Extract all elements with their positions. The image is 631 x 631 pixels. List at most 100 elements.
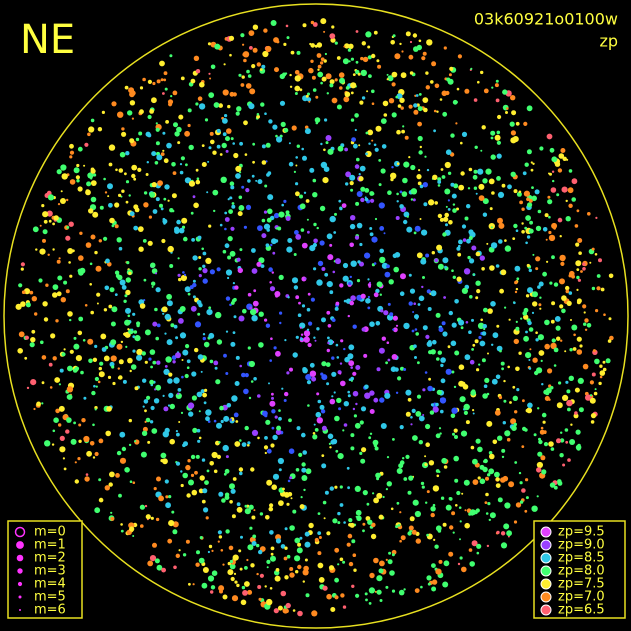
star <box>411 529 417 535</box>
star <box>178 277 182 282</box>
star <box>205 345 208 348</box>
star <box>451 322 457 328</box>
star <box>201 499 206 504</box>
star <box>177 141 181 145</box>
star <box>242 51 250 58</box>
star <box>402 177 408 184</box>
star <box>50 333 56 339</box>
star <box>223 415 230 422</box>
star <box>167 99 174 105</box>
star <box>277 226 282 231</box>
star <box>388 551 392 555</box>
star <box>455 122 458 125</box>
star <box>60 297 66 303</box>
star <box>247 441 251 445</box>
star <box>115 168 118 172</box>
star <box>339 503 344 507</box>
star <box>74 479 80 484</box>
star <box>553 282 559 287</box>
star <box>160 152 165 157</box>
star <box>91 390 96 396</box>
star <box>284 609 289 613</box>
star <box>352 390 359 397</box>
star <box>424 371 428 374</box>
star <box>546 133 553 140</box>
star <box>408 104 413 109</box>
star <box>364 384 369 390</box>
star <box>464 88 470 94</box>
star <box>111 306 118 313</box>
star <box>343 401 349 407</box>
star <box>163 368 170 375</box>
star <box>92 211 99 218</box>
star <box>498 395 503 400</box>
star <box>410 416 413 419</box>
star <box>227 104 231 109</box>
star <box>100 333 107 340</box>
star <box>227 569 234 576</box>
star <box>98 438 104 444</box>
star <box>295 191 300 197</box>
star <box>443 216 449 222</box>
star <box>436 244 443 251</box>
star <box>397 376 402 381</box>
star <box>222 118 228 124</box>
star <box>220 549 224 552</box>
star <box>562 394 569 401</box>
star <box>350 188 354 192</box>
star <box>442 581 449 588</box>
star <box>374 446 379 451</box>
star <box>175 336 179 340</box>
star <box>155 336 159 341</box>
star <box>519 481 523 485</box>
star <box>196 428 201 433</box>
star <box>486 242 489 245</box>
star <box>222 444 229 452</box>
star <box>544 319 550 326</box>
star <box>247 443 250 447</box>
star <box>219 405 224 411</box>
star <box>230 226 235 231</box>
star <box>257 394 261 398</box>
star <box>349 181 354 186</box>
star <box>103 355 110 362</box>
star <box>458 184 465 191</box>
star <box>566 399 573 407</box>
star <box>124 172 127 176</box>
star <box>266 479 273 486</box>
star <box>379 560 385 567</box>
star <box>468 236 473 240</box>
star <box>527 402 533 409</box>
star <box>374 590 377 593</box>
star <box>395 95 399 99</box>
star <box>169 438 175 445</box>
star <box>265 419 271 425</box>
star <box>605 358 611 364</box>
star <box>15 303 22 310</box>
star <box>437 177 442 182</box>
star <box>336 356 340 359</box>
star <box>503 399 507 403</box>
star <box>333 231 337 234</box>
star <box>198 303 203 308</box>
star <box>585 394 592 401</box>
star <box>192 583 195 586</box>
star <box>373 143 377 147</box>
star <box>320 161 328 169</box>
zp-marker <box>540 552 552 564</box>
star <box>63 348 66 351</box>
star <box>337 521 341 525</box>
star <box>117 367 121 370</box>
star <box>268 506 274 512</box>
star <box>325 362 331 367</box>
star <box>329 83 334 88</box>
star <box>564 428 569 432</box>
star <box>562 156 567 161</box>
star <box>191 395 197 401</box>
star <box>360 406 367 412</box>
star <box>422 276 425 279</box>
star <box>384 271 391 278</box>
star <box>365 598 368 602</box>
star <box>450 340 457 347</box>
star <box>591 286 596 291</box>
